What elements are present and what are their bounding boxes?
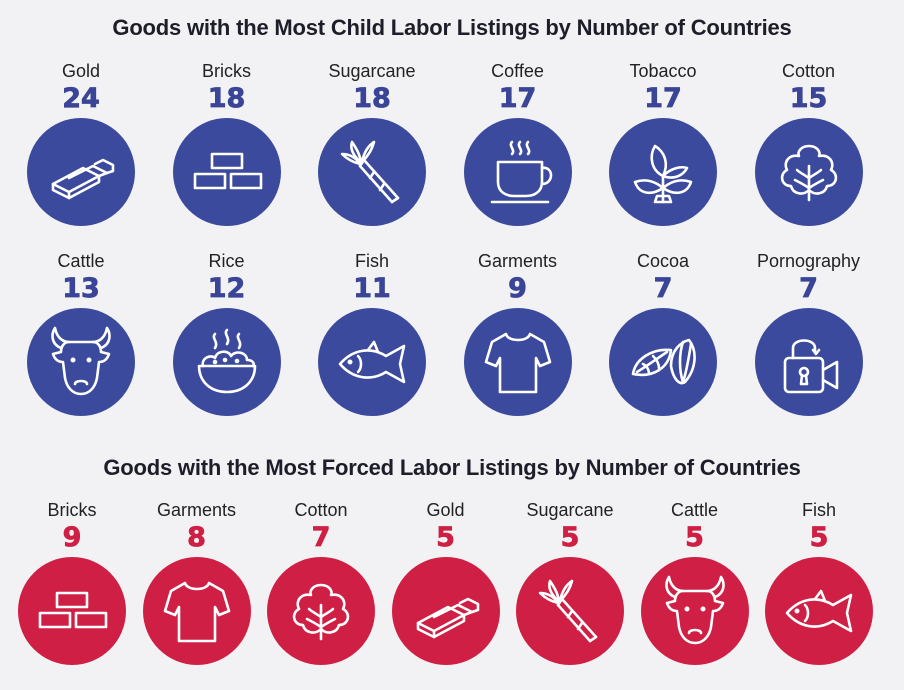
gold-icon: [51, 158, 115, 200]
country-count: 17: [498, 83, 537, 115]
good-label: Coffee: [491, 61, 544, 81]
good-item: Gold 5: [381, 499, 511, 665]
good-item: Cocoa 7: [598, 250, 728, 416]
rice-icon: [197, 328, 256, 394]
icon-circle: [142, 557, 251, 665]
icon-circle: [609, 118, 717, 226]
good-item: Garments 9: [453, 250, 583, 416]
garments-icon: [484, 332, 551, 394]
icon-circle: [267, 557, 375, 665]
good-label: Garments: [477, 251, 558, 271]
icon-circle: [27, 118, 135, 226]
good-label: Bricks: [202, 61, 251, 81]
good-item: Bricks 9: [7, 499, 137, 665]
country-count: 7: [653, 273, 673, 305]
good-label: Bricks: [47, 500, 97, 520]
good-label: Cotton: [781, 61, 836, 81]
icon-circle: [754, 308, 863, 416]
good-item: Fish 11: [307, 250, 437, 416]
forced-labor-title: Goods with the Most Forced Labor Listing…: [103, 455, 801, 480]
sugarcane-icon: [340, 140, 400, 204]
cattle-icon: [51, 326, 111, 396]
fish-icon: [785, 589, 853, 633]
good-item: Garments 8: [132, 499, 262, 665]
icon-circle: [609, 308, 717, 416]
good-item: Bricks 18: [162, 60, 292, 226]
country-count: 9: [62, 522, 82, 554]
good-label: Cotton: [294, 500, 348, 520]
country-count: 5: [560, 522, 580, 554]
good-label: Gold: [61, 61, 101, 81]
country-count: 9: [508, 273, 528, 305]
good-item: Rice 12: [162, 250, 292, 416]
good-label: Sugarcane: [328, 61, 416, 81]
good-label: Fish: [354, 251, 389, 271]
icon-circle: [172, 308, 281, 416]
good-item: Cotton 15: [744, 60, 874, 226]
country-count: 18: [207, 83, 246, 115]
good-label: Cattle: [670, 500, 719, 520]
icon-circle: [318, 118, 426, 226]
bricks-icon: [193, 152, 262, 190]
good-item: Gold 24: [16, 60, 146, 226]
good-label: Cocoa: [636, 251, 690, 271]
icon-circle: [640, 557, 749, 665]
good-item: Sugarcane 18: [307, 60, 437, 226]
cotton-icon: [292, 583, 350, 641]
gold-icon: [416, 597, 479, 639]
good-item: Cattle 5: [630, 499, 760, 665]
good-label: Pornography: [756, 251, 861, 271]
country-count: 11: [353, 273, 391, 305]
good-label: Fish: [801, 500, 836, 520]
good-item: Fish 5: [754, 499, 884, 665]
coffee-icon: [490, 140, 552, 204]
icon-circle: [27, 308, 135, 416]
pornography-icon: [783, 339, 838, 394]
country-count: 8: [187, 522, 207, 554]
country-count: 13: [62, 273, 100, 305]
country-count: 5: [685, 522, 705, 554]
country-count: 18: [353, 83, 391, 115]
country-count: 5: [436, 522, 456, 554]
good-item: Cattle 13: [16, 250, 146, 416]
good-label: Cattle: [57, 251, 105, 271]
garments-icon: [163, 581, 230, 643]
country-count: 5: [809, 522, 829, 554]
country-count: 12: [207, 273, 246, 305]
good-label: Sugarcane: [526, 500, 614, 520]
tobacco-icon: [633, 144, 693, 204]
icon-circle: [391, 557, 500, 665]
icon-circle: [765, 557, 873, 665]
icon-circle: [318, 308, 426, 416]
country-count: 24: [62, 83, 100, 115]
fish-icon: [338, 340, 406, 384]
icon-circle: [516, 557, 624, 665]
cattle-icon: [664, 575, 725, 645]
good-label: Garments: [156, 500, 237, 520]
icon-circle: [754, 118, 863, 226]
good-item: Cotton 7: [256, 499, 386, 665]
good-item: Tobacco 17: [598, 60, 728, 226]
icon-circle: [463, 118, 572, 226]
good-label: Rice: [208, 251, 245, 271]
cotton-icon: [780, 144, 837, 202]
good-item: Sugarcane 5: [505, 499, 635, 665]
good-item: Pornography 7: [744, 250, 874, 416]
country-count: 7: [799, 273, 819, 305]
country-count: 7: [311, 522, 331, 554]
icon-circle: [172, 118, 281, 226]
good-label: Tobacco: [629, 61, 697, 81]
child-labor-title: Goods with the Most Child Labor Listings…: [112, 15, 792, 40]
good-label: Gold: [426, 500, 465, 520]
country-count: 17: [644, 83, 682, 115]
icon-circle: [18, 557, 126, 665]
country-count: 15: [789, 83, 828, 115]
bricks-icon: [38, 591, 108, 629]
icon-circle: [463, 308, 572, 416]
cocoa-icon: [631, 338, 696, 385]
good-item: Coffee 17: [453, 60, 583, 226]
sugarcane-icon: [538, 579, 598, 643]
